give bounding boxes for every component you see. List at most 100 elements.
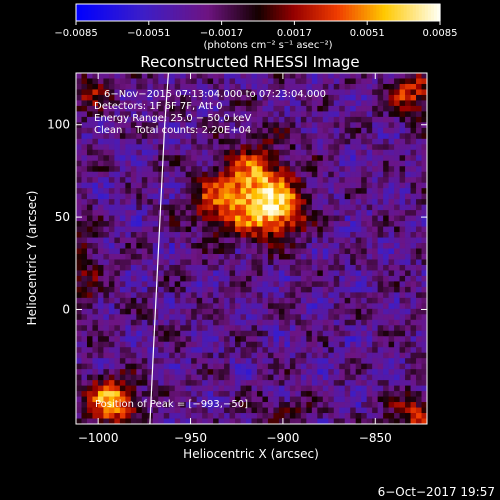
heatmap-cell — [416, 391, 422, 397]
heatmap-cell — [125, 78, 132, 85]
heatmap-cell — [81, 391, 88, 397]
heatmap-cell — [388, 413, 395, 419]
heatmap-cell — [136, 297, 143, 304]
heatmap-cell — [289, 281, 296, 288]
heatmap-cell — [125, 259, 132, 266]
colorbar-cell — [91, 4, 95, 21]
heatmap-cell — [377, 144, 384, 151]
heatmap-cell — [141, 100, 148, 107]
heatmap-cell — [344, 149, 351, 156]
heatmap-cell — [180, 297, 187, 304]
heatmap-cell — [152, 111, 159, 118]
heatmap-cell — [273, 418, 280, 425]
heatmap-cell — [224, 133, 230, 140]
heatmap-cell — [350, 407, 357, 414]
heatmap-cell — [405, 374, 411, 381]
heatmap-cell — [333, 166, 340, 173]
heatmap-cell — [235, 396, 241, 403]
heatmap-cell — [185, 396, 192, 403]
heatmap-cell — [125, 105, 132, 112]
heatmap-cell — [284, 336, 291, 343]
heatmap-cell — [399, 270, 406, 277]
heatmap-cell — [399, 160, 406, 167]
heatmap-cell — [169, 407, 176, 414]
heatmap-cell — [256, 155, 263, 162]
heatmap-cell — [108, 177, 115, 184]
colorbar-cell — [342, 4, 347, 21]
heatmap-cell — [169, 380, 176, 387]
heatmap-cell — [97, 94, 104, 101]
heatmap-cell — [410, 413, 417, 419]
heatmap-cell — [388, 182, 395, 189]
heatmap-cell — [196, 122, 203, 129]
heatmap-cell — [103, 127, 110, 134]
heatmap-cell — [97, 385, 104, 392]
heatmap-cell — [289, 292, 296, 299]
heatmap-cell — [218, 149, 225, 156]
heatmap-cell — [174, 385, 181, 392]
heatmap-cell — [185, 182, 192, 189]
heatmap-cell — [125, 215, 132, 222]
heatmap-cell — [410, 297, 417, 304]
heatmap-cell — [262, 341, 269, 348]
heatmap-cell — [267, 391, 274, 397]
heatmap-cell — [125, 243, 132, 249]
heatmap-cell — [213, 83, 219, 90]
heatmap-cell — [322, 253, 329, 260]
heatmap-cell — [108, 237, 115, 244]
colorbar-cell — [282, 4, 286, 21]
heatmap-cell — [278, 193, 285, 200]
heatmap-cell — [114, 330, 121, 337]
heatmap-cell — [416, 319, 422, 326]
heatmap-cell — [361, 380, 368, 387]
heatmap-cell — [240, 264, 247, 271]
heatmap-cell — [246, 177, 252, 184]
heatmap-cell — [136, 133, 143, 140]
heatmap-cell — [207, 83, 214, 90]
heatmap-cell — [97, 358, 104, 365]
heatmap-cell — [185, 248, 192, 255]
heatmap-cell — [108, 193, 115, 200]
heatmap-cell — [158, 171, 165, 178]
heatmap-cell — [240, 100, 247, 107]
heatmap-cell — [81, 314, 88, 321]
heatmap-cell — [317, 73, 324, 79]
heatmap-cell — [229, 94, 236, 101]
heatmap-cell — [213, 193, 219, 200]
heatmap-cell — [76, 325, 82, 332]
heatmap-cell — [399, 149, 406, 156]
heatmap-cell — [372, 160, 379, 167]
heatmap-cell — [311, 303, 318, 310]
heatmap-cell — [97, 275, 104, 282]
heatmap-cell — [278, 243, 285, 249]
heatmap-cell — [278, 391, 285, 397]
heatmap-cell — [152, 122, 159, 129]
heatmap-cell — [92, 330, 99, 337]
heatmap-cell — [224, 83, 230, 90]
heatmap-cell — [267, 149, 274, 156]
heatmap-cell — [394, 275, 400, 282]
heatmap-cell — [251, 341, 258, 348]
heatmap-cell — [377, 94, 384, 101]
heatmap-cell — [97, 363, 104, 370]
heatmap-cell — [213, 122, 219, 129]
heatmap-cell — [361, 286, 368, 293]
heatmap-cell — [229, 226, 236, 233]
heatmap-cell — [306, 418, 313, 425]
heatmap-cell — [207, 149, 214, 156]
heatmap-cell — [81, 237, 88, 244]
heatmap-cell — [141, 358, 148, 365]
heatmap-cell — [267, 319, 274, 326]
heatmap-cell — [361, 149, 368, 156]
heatmap-cell — [158, 259, 165, 266]
heatmap-cell — [130, 89, 137, 96]
heatmap-cell — [306, 116, 313, 123]
heatmap-cell — [103, 232, 110, 238]
heatmap-cell — [372, 363, 379, 370]
heatmap-cell — [158, 325, 165, 332]
heatmap-cell — [289, 259, 296, 266]
heatmap-cell — [300, 297, 307, 304]
heatmap-cell — [366, 232, 373, 238]
